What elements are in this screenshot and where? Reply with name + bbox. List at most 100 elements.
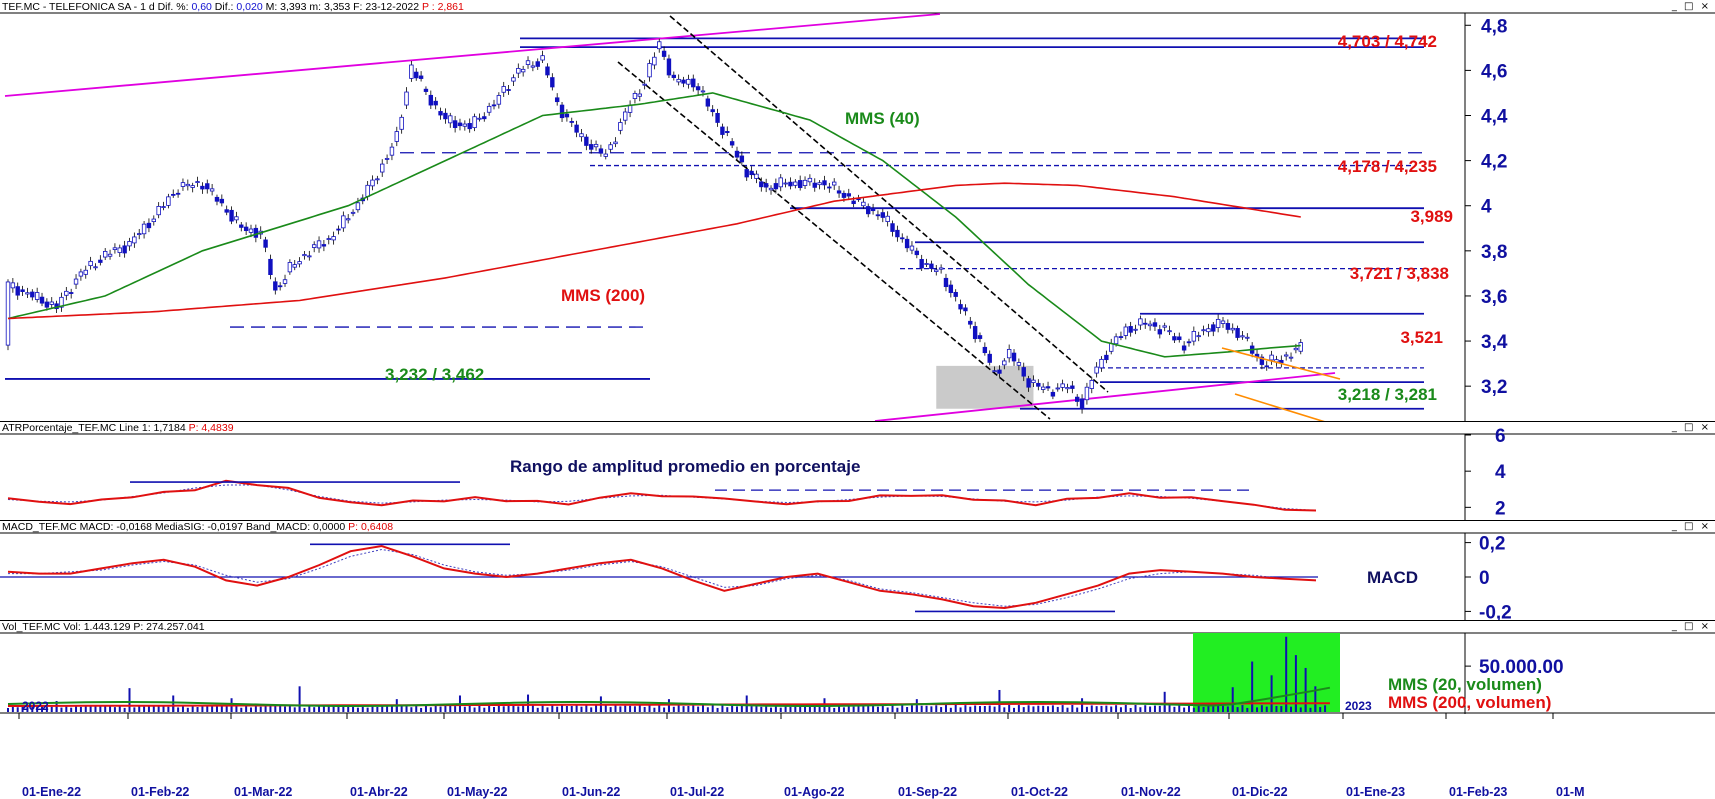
dif-label: Dif.:: [211, 1, 237, 13]
candle-body: [438, 111, 443, 116]
candle-body: [992, 370, 997, 373]
x-tick-label: 01-M: [1556, 785, 1584, 799]
window-buttons-price[interactable]: _ □ ×: [1671, 1, 1711, 12]
wedge-upper-line: [1221, 347, 1341, 380]
candle-body: [778, 177, 783, 188]
candle-body: [627, 104, 633, 113]
candle-body: [1060, 383, 1065, 388]
candle-body: [1036, 382, 1041, 387]
candle-body: [535, 61, 540, 67]
candle-body: [734, 150, 740, 158]
candle-body: [1167, 330, 1172, 333]
candle-body: [958, 304, 963, 310]
candle-body: [982, 346, 988, 354]
x-tick-label: 01-Jul-22: [670, 785, 724, 799]
candle-body: [78, 271, 84, 277]
candle-body: [64, 290, 69, 296]
candle-body: [691, 78, 696, 88]
candle-body: [1143, 322, 1148, 325]
candle-body: [832, 181, 837, 186]
mms40-label: MMS (40): [845, 109, 920, 128]
candle-body: [414, 71, 419, 79]
candle-body: [477, 117, 482, 120]
candle-body: [1128, 326, 1133, 333]
candle-body: [574, 124, 579, 133]
price-chart[interactable]: 4,8 4,6 4,4 4,2 4 3,8 3,6 3,4 3,2 MMS (40) MMS (20…: [0, 0, 1715, 421]
candle-body: [433, 100, 438, 106]
candle-body: [661, 50, 667, 57]
candle-body: [613, 141, 618, 145]
candle-body: [822, 180, 827, 186]
atr-panel[interactable]: 6 4 2 Rango de amplitud promedio en porcent…: [0, 421, 1715, 520]
candle-body: [783, 182, 788, 185]
price-panel[interactable]: TEF.MC - TELEFONICA SA - 1 d Dif. %: 0,6…: [0, 0, 1715, 421]
channel-upper-line: [669, 15, 1109, 393]
y-tick-label: 50.000.00: [1479, 657, 1564, 678]
candle-body: [788, 181, 793, 187]
candle-body: [1186, 341, 1192, 344]
candle-body: [652, 56, 657, 66]
candle-body: [861, 201, 866, 207]
candle-body: [30, 291, 35, 298]
candle-body: [457, 122, 463, 127]
candle-body: [1245, 336, 1250, 339]
candle-body: [1094, 366, 1099, 374]
atr-chart[interactable]: 6 4 2 Rango de amplitud promedio en porcent…: [0, 421, 1715, 520]
macd-value: -0,0168: [116, 521, 152, 533]
window-buttons-volume[interactable]: _ □ ×: [1671, 621, 1711, 632]
candle-body: [763, 183, 769, 188]
level-label: 3,721 / 3,838: [1350, 264, 1449, 283]
dif-pct-value: 0,60: [191, 1, 212, 13]
macd-chart[interactable]: 0,2 0 -0,2 MACD: [0, 520, 1715, 620]
candle-body: [759, 181, 764, 188]
candle-body: [336, 228, 341, 231]
candle-body: [151, 218, 156, 223]
candle-body: [909, 245, 915, 251]
candle-body: [1002, 360, 1007, 366]
level-label: 4,178 / 4,235: [1338, 157, 1437, 176]
candle-body: [1055, 387, 1060, 390]
candle-body: [817, 182, 822, 186]
candle-body: [234, 216, 239, 221]
candle-body: [389, 146, 395, 156]
candle-body: [972, 326, 978, 340]
candle-body: [924, 263, 929, 265]
candle-body: [749, 170, 754, 176]
channel-lower-line: [617, 61, 1051, 420]
macd-annotation: MACD: [1367, 568, 1418, 587]
candle-body: [39, 296, 45, 304]
candle-body: [1099, 358, 1104, 369]
lower-trendline: [874, 372, 1336, 421]
candle-body: [88, 260, 93, 267]
volume-panel[interactable]: 50.000.00 MMS (20, volumen) MMS (200, volu…: [0, 620, 1715, 799]
candle-body: [34, 292, 40, 300]
x-tick-label: 01-Sep-22: [898, 785, 957, 799]
candle-body: [345, 218, 351, 221]
candle-body: [550, 77, 555, 88]
candle-body: [569, 121, 574, 123]
candle-body: [914, 250, 920, 256]
candle-body: [1133, 328, 1138, 331]
candle-body: [331, 236, 336, 241]
candle-body: [1118, 336, 1124, 338]
candle-body: [987, 353, 992, 363]
candle-body: [1191, 331, 1197, 342]
macd-panel[interactable]: 0,2 0 -0,2 MACD MACD_TEF.MC MACD: -0,0168 M…: [0, 520, 1715, 620]
candle-body: [83, 269, 88, 275]
candle-body: [282, 279, 288, 284]
window-buttons-atr[interactable]: _ □ ×: [1671, 422, 1711, 433]
candle-body: [409, 64, 414, 79]
candle-body: [185, 183, 191, 187]
candle-body: [676, 78, 681, 83]
window-buttons-macd[interactable]: _ □ ×: [1671, 521, 1711, 532]
x-tick-label: 01-Dic-22: [1232, 785, 1288, 799]
candle-body: [564, 113, 570, 118]
candle-body: [277, 285, 283, 288]
candle-body: [1162, 325, 1167, 328]
y-tick-label: 3,8: [1481, 242, 1507, 263]
candle-body: [443, 112, 448, 120]
candle-body: [486, 105, 492, 113]
p-value: P : 2,861: [422, 1, 464, 13]
candle-body: [953, 291, 958, 297]
